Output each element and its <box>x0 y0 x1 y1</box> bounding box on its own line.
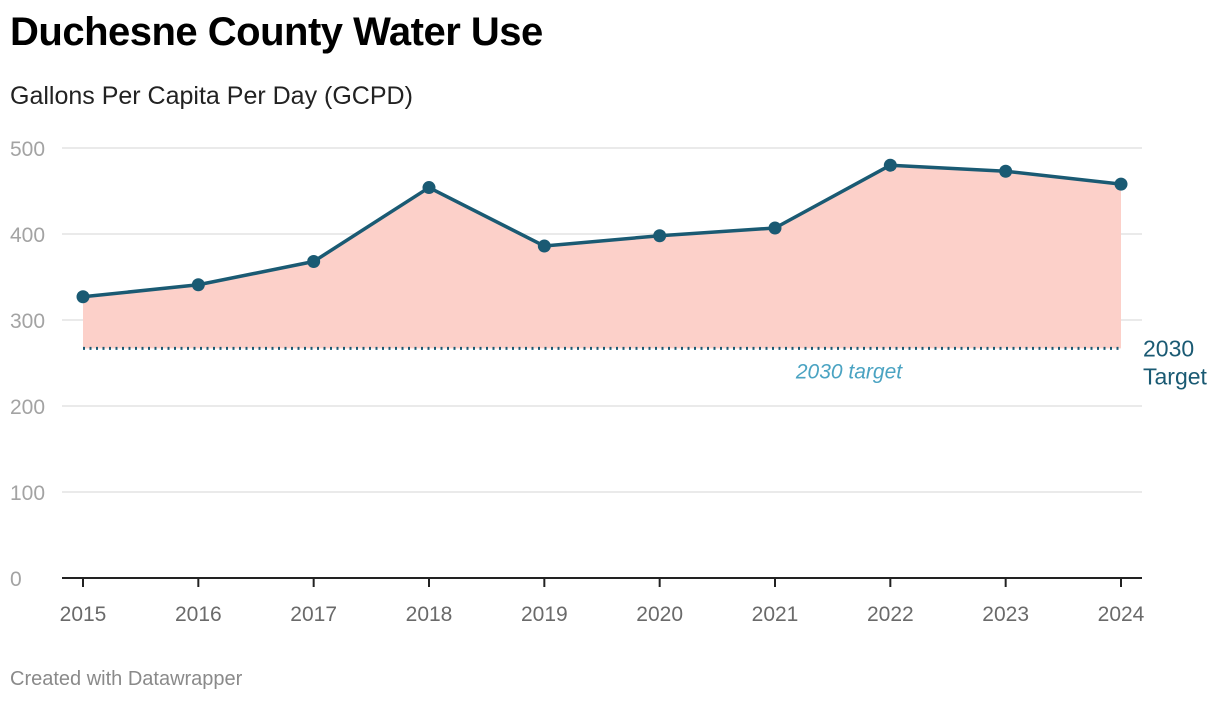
series-line-gcpd <box>82 163 1122 299</box>
y-tick-label-500: 500 <box>10 138 45 161</box>
x-tick-label-2015: 2015 <box>60 603 107 626</box>
y-tick-label-100: 100 <box>10 482 45 505</box>
series-area-fill <box>83 165 1121 349</box>
x-tick-label-2021: 2021 <box>752 603 799 626</box>
data-point-2022 <box>883 158 897 172</box>
data-point-2020 <box>653 229 667 243</box>
x-tick-label-2020: 2020 <box>636 603 683 626</box>
x-tick-label-2022: 2022 <box>867 603 914 626</box>
data-point-2024 <box>1114 177 1128 191</box>
target-annotation: 2030 target <box>795 360 903 383</box>
y-tick-label-200: 200 <box>10 396 45 419</box>
data-point-2019 <box>537 239 551 253</box>
x-tick-label-2016: 2016 <box>175 603 222 626</box>
target-label-year: 2030 <box>1143 335 1194 361</box>
y-tick-label-0: 0 <box>10 568 22 591</box>
data-point-2021 <box>768 221 782 235</box>
data-point-2017 <box>307 255 321 269</box>
x-tick-label-2017: 2017 <box>290 603 337 626</box>
footer-credit: Created with Datawrapper <box>10 668 243 690</box>
y-tick-label-300: 300 <box>10 310 45 333</box>
y-tick-label-400: 400 <box>10 224 45 247</box>
data-point-2016 <box>191 278 205 292</box>
x-tick-label-2019: 2019 <box>521 603 568 626</box>
x-tick-label-2018: 2018 <box>406 603 453 626</box>
chart-title: Duchesne County Water Use <box>10 10 543 54</box>
chart-subtitle: Gallons Per Capita Per Day (GCPD) <box>10 82 413 110</box>
target-label-word: Target <box>1143 363 1208 389</box>
series-line-layer <box>82 163 1122 299</box>
data-point-2018 <box>422 181 436 195</box>
data-point-2023 <box>999 164 1013 178</box>
x-tick-label-2023: 2023 <box>982 603 1029 626</box>
data-point-2015 <box>76 290 90 304</box>
data-points <box>76 158 1128 304</box>
axes: 0 100 200 300 400 500 2015 2016 2017 2018 2019 2020… <box>10 138 1145 626</box>
x-tick-label-2024: 2024 <box>1098 603 1145 626</box>
area-fill-layer <box>83 165 1121 349</box>
